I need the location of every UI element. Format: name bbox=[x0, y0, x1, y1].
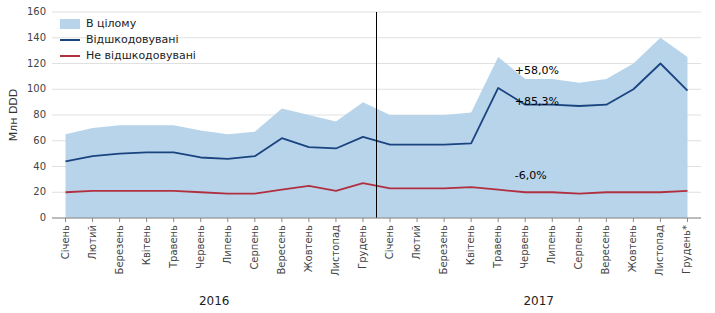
x-tick-label: Червень bbox=[519, 225, 530, 269]
y-tick-label: 60 bbox=[33, 135, 46, 146]
x-tick-label: Жовтень bbox=[627, 225, 638, 272]
x-tick bbox=[633, 218, 634, 222]
y-tick-label: 40 bbox=[33, 161, 46, 172]
x-tick bbox=[254, 218, 255, 222]
y-axis-label: Млн DDD bbox=[7, 89, 20, 142]
y-tick-label: 120 bbox=[27, 58, 46, 69]
x-tick bbox=[92, 218, 93, 222]
x-tick-label: Листопад bbox=[654, 225, 665, 276]
x-tick bbox=[308, 218, 309, 222]
legend: В цілому Відшкодовувані Не відшкодовувані bbox=[60, 17, 196, 62]
x-tick bbox=[687, 218, 688, 222]
x-tick-label: Січень bbox=[60, 225, 71, 259]
x-tick-label: Серпень bbox=[573, 225, 584, 270]
grid bbox=[52, 12, 701, 218]
x-tick bbox=[444, 218, 445, 222]
legend-swatch bbox=[60, 39, 80, 41]
x-tick-label: Вересень bbox=[276, 225, 287, 275]
x-tick bbox=[606, 218, 607, 222]
x-tick-label: Червень bbox=[195, 225, 206, 269]
y-tick-label: 160 bbox=[27, 6, 46, 17]
y-tick-label: 20 bbox=[33, 186, 46, 197]
chart: 0 20 40 60 80 100 120 140 160 Млн DDD Січень Лютий Б… bbox=[0, 0, 715, 313]
x-tick-label: Лютий bbox=[87, 225, 98, 260]
x-tick bbox=[579, 218, 580, 222]
legend-label: В цілому bbox=[86, 17, 137, 30]
x-tick bbox=[65, 218, 66, 222]
x-tick-label: Січень bbox=[384, 225, 395, 259]
x-tick-label: Березень bbox=[114, 225, 125, 275]
x-tick bbox=[390, 218, 391, 222]
legend-swatch bbox=[60, 19, 80, 29]
legend-label: Відшкодовувані bbox=[86, 33, 178, 46]
x-tick bbox=[146, 218, 147, 222]
x-tick-label: Листопад bbox=[330, 225, 341, 276]
annotation: +58,0% bbox=[515, 64, 559, 77]
x-tick-label: Квітень bbox=[465, 225, 476, 265]
x-tick-label: Березень bbox=[438, 225, 449, 275]
x-tick-label: Лютий bbox=[411, 225, 422, 260]
group-label: 2016 bbox=[199, 294, 230, 308]
x-tick-label: Травень bbox=[492, 225, 503, 269]
x-tick-label: Вересень bbox=[600, 225, 611, 275]
x-tick bbox=[660, 218, 661, 222]
x-tick-label: Грудень* bbox=[681, 225, 692, 274]
y-tick-label: 0 bbox=[40, 212, 46, 223]
x-tick bbox=[552, 218, 553, 222]
y-tick-label: 100 bbox=[27, 83, 46, 94]
x-tick bbox=[335, 218, 336, 222]
y-tick-label: 140 bbox=[27, 32, 46, 43]
x-tick-label: Грудень bbox=[357, 225, 368, 269]
annotation: -6,0% bbox=[515, 169, 547, 182]
x-tick-label: Серпень bbox=[249, 225, 260, 270]
x-axis-line bbox=[52, 218, 701, 219]
annotation: +85,3% bbox=[515, 95, 559, 108]
x-tick bbox=[281, 218, 282, 222]
x-tick-label: Жовтень bbox=[303, 225, 314, 272]
group-label: 2017 bbox=[523, 294, 554, 308]
x-tick bbox=[119, 218, 120, 222]
x-tick bbox=[200, 218, 201, 222]
x-tick bbox=[498, 218, 499, 222]
background bbox=[0, 0, 715, 313]
x-tick bbox=[417, 218, 418, 222]
x-tick bbox=[173, 218, 174, 222]
x-tick bbox=[471, 218, 472, 222]
x-tick bbox=[227, 218, 228, 222]
grid-line bbox=[52, 218, 701, 219]
x-tick bbox=[525, 218, 526, 222]
legend-swatch bbox=[60, 55, 80, 57]
x-tick-label: Липень bbox=[546, 225, 557, 264]
legend-label: Не відшкодовувані bbox=[86, 49, 196, 62]
x-tick-label: Липень bbox=[222, 225, 233, 264]
group-separator bbox=[376, 12, 377, 218]
y-tick-label: 80 bbox=[33, 109, 46, 120]
x-tick bbox=[362, 218, 363, 222]
x-tick-label: Травень bbox=[168, 225, 179, 269]
x-tick-label: Квітень bbox=[141, 225, 152, 265]
